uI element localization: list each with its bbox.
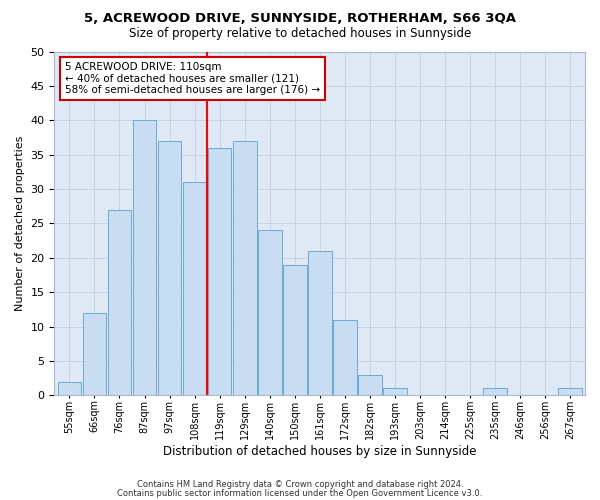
Bar xyxy=(358,374,382,396)
Bar xyxy=(333,320,356,396)
Bar xyxy=(182,182,206,396)
Bar xyxy=(308,251,332,396)
Bar xyxy=(208,148,232,396)
Text: Contains HM Land Registry data © Crown copyright and database right 2024.: Contains HM Land Registry data © Crown c… xyxy=(137,480,463,489)
Bar xyxy=(83,313,106,396)
Bar xyxy=(283,264,307,396)
Bar xyxy=(158,141,181,396)
Bar xyxy=(107,210,131,396)
Bar xyxy=(133,120,157,396)
Bar xyxy=(383,388,407,396)
Bar xyxy=(58,382,82,396)
X-axis label: Distribution of detached houses by size in Sunnyside: Distribution of detached houses by size … xyxy=(163,444,476,458)
Bar xyxy=(258,230,281,396)
Y-axis label: Number of detached properties: Number of detached properties xyxy=(15,136,25,311)
Bar xyxy=(483,388,507,396)
Text: Size of property relative to detached houses in Sunnyside: Size of property relative to detached ho… xyxy=(129,28,471,40)
Text: 5 ACREWOOD DRIVE: 110sqm
← 40% of detached houses are smaller (121)
58% of semi-: 5 ACREWOOD DRIVE: 110sqm ← 40% of detach… xyxy=(65,62,320,95)
Bar xyxy=(233,141,257,396)
Text: Contains public sector information licensed under the Open Government Licence v3: Contains public sector information licen… xyxy=(118,489,482,498)
Bar xyxy=(558,388,582,396)
Text: 5, ACREWOOD DRIVE, SUNNYSIDE, ROTHERHAM, S66 3QA: 5, ACREWOOD DRIVE, SUNNYSIDE, ROTHERHAM,… xyxy=(84,12,516,26)
